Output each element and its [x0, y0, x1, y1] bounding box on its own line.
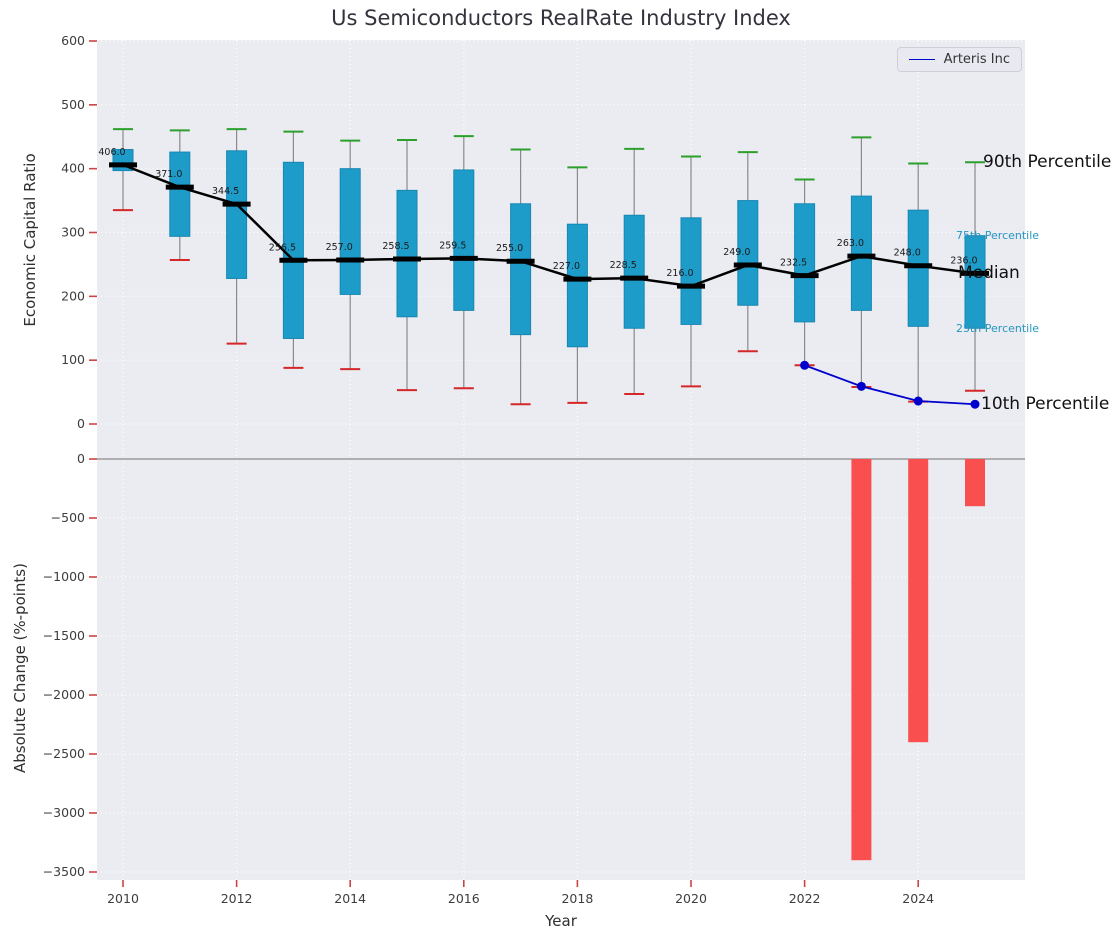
median-value-label: 236.0: [950, 255, 977, 266]
x-tick-label: 2012: [221, 891, 253, 906]
iqr-box: [453, 169, 475, 311]
bottom-y-axis-label: Absolute Change (%-points): [11, 563, 29, 773]
x-tick-label: 2018: [561, 891, 593, 906]
iqr-box: [680, 217, 702, 325]
arteris-series: [800, 360, 980, 409]
boxplots: [112, 128, 986, 406]
x-tick-label: 2020: [675, 891, 707, 906]
arteris-marker: [970, 399, 980, 409]
iqr-box: [964, 235, 986, 329]
change-bar-2023: [851, 459, 872, 861]
arteris-marker: [800, 360, 810, 370]
top-y-tick-label: 100: [61, 352, 85, 367]
median-value-label: 256.5: [269, 242, 296, 253]
medians: 406.0 371.0 344.5 256.5 257.0 258.5 259.5 255.0…: [98, 147, 989, 289]
median-value-label: 263.0: [837, 238, 864, 249]
iqr-box: [226, 150, 248, 279]
annotation-25th-percentile: 25th Percentile: [956, 321, 1040, 335]
boxplot-2016: [453, 135, 475, 390]
arteris-legend-line: [908, 59, 935, 60]
x-tick-label: 2022: [789, 891, 821, 906]
top-y-tick-label: 600: [61, 33, 85, 48]
top-y-tick-label: 0: [77, 416, 85, 431]
bottom-y-tick-label: 0: [77, 451, 85, 466]
arteris-marker: [856, 381, 866, 391]
median-value-label: 371.0: [155, 169, 182, 180]
iqr-box: [169, 151, 191, 237]
change-bar-2024: [908, 459, 929, 743]
bottom-y-tick-label: −500: [51, 510, 85, 525]
bottom-y-tick-label: −1500: [43, 628, 85, 643]
arteris-legend-label: Arteris Inc: [943, 52, 1010, 67]
median-value-label: 249.0: [723, 247, 750, 258]
median-value-label: 258.5: [382, 241, 409, 252]
bottom-y-tick-label: −2000: [43, 687, 85, 702]
x-axis-label: Year: [545, 912, 577, 930]
boxplot-2013: [282, 130, 304, 369]
boxplot-2019: [623, 147, 645, 395]
top-y-tick-label: 400: [61, 161, 85, 176]
median-value-label: 406.0: [98, 147, 125, 158]
axis-ticks: 0 100 200 300 400 500 600 0 −500 −1000 −1500 −2000 −…: [43, 33, 934, 906]
iqr-box: [339, 168, 361, 295]
bottom-y-tick-label: −2500: [43, 746, 85, 761]
median-value-label: 232.5: [780, 258, 807, 269]
boxplot-2015: [396, 138, 418, 392]
change-bar-2025: [965, 459, 985, 507]
boxplot-2022: [794, 178, 816, 367]
median-value-label: 248.0: [894, 248, 921, 259]
median-value-label: 259.5: [439, 240, 466, 251]
boxplot-2021: [737, 151, 759, 353]
chart-title: Us Semiconductors RealRate Industry Inde…: [331, 6, 791, 30]
x-tick-label: 2016: [448, 891, 480, 906]
x-tick-label: 2024: [902, 891, 934, 906]
median-value-label: 257.0: [326, 242, 353, 253]
iqr-box: [510, 203, 532, 336]
annotation-median: Median: [958, 263, 1020, 284]
top-y-tick-label: 200: [61, 288, 85, 303]
boxplot-2024: [907, 162, 929, 403]
iqr-box: [566, 223, 588, 348]
legend: Arteris Inc: [896, 47, 1022, 72]
annotation-10th-percentile: 10th Percentile: [981, 394, 1110, 415]
arteris-line: [804, 364, 976, 406]
median-value-label: 344.5: [212, 186, 239, 197]
bottom-y-tick-label: −3500: [43, 864, 85, 879]
iqr-box: [794, 203, 816, 323]
iqr-box: [907, 209, 929, 327]
median-value-label: 255.0: [496, 243, 523, 254]
bottom-y-tick-label: −1000: [43, 569, 85, 584]
median-trend-line: [122, 163, 976, 288]
iqr-box: [737, 200, 759, 306]
top-y-axis-label: Economic Capital Ratio: [21, 153, 39, 327]
iqr-box: [396, 189, 418, 318]
annotation-75th-percentile: 75th Percentile: [956, 229, 1040, 243]
top-y-tick-label: 500: [61, 97, 85, 112]
top-y-tick-label: 300: [61, 225, 85, 240]
bottom-y-tick-label: −3000: [43, 805, 85, 820]
boxplot-2018: [566, 166, 588, 404]
arteris-marker: [913, 396, 923, 406]
iqr-box: [850, 195, 872, 311]
change-bars: [851, 459, 985, 861]
boxplot-2017: [510, 148, 532, 406]
boxplot-2011: [169, 129, 191, 261]
boxplot-2012: [226, 128, 248, 345]
boxplot-2023: [850, 136, 872, 388]
boxplot-2020: [680, 155, 702, 388]
x-tick-label: 2014: [334, 891, 366, 906]
median-value-label: 228.5: [610, 260, 637, 271]
median-value-label: 227.0: [553, 261, 580, 272]
boxplot-2025: [964, 161, 986, 392]
median-value-label: 216.0: [666, 268, 693, 279]
iqr-box: [623, 214, 645, 329]
boxplot-2014: [339, 139, 361, 371]
x-tick-label: 2010: [107, 891, 139, 906]
annotation-90th-percentile: 90th Percentile: [983, 152, 1112, 173]
